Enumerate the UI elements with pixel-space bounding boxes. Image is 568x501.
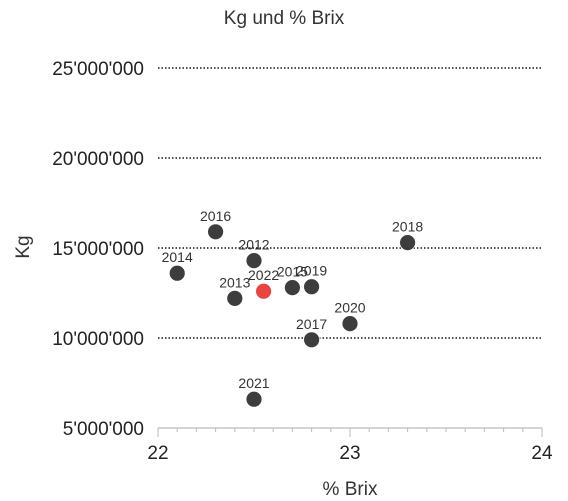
data-label-2020: 2020	[334, 300, 365, 316]
data-point-2019	[303, 278, 321, 296]
tick-labels: 5'000'000 10'000'000 15'000'000 20'000'000 2…	[52, 59, 553, 464]
y-tick-label: 10'000'000	[52, 329, 144, 350]
data-label-2019: 2019	[296, 263, 327, 279]
chart-title: Kg und % Brix	[223, 8, 345, 29]
data-label-2016: 2016	[200, 208, 231, 224]
data-label-2012: 2012	[238, 237, 269, 253]
data-point-2017	[303, 331, 321, 349]
data-label-2021: 2021	[238, 375, 269, 391]
data-point-2018	[399, 234, 417, 252]
x-tick-label: 23	[339, 443, 360, 464]
axes	[157, 427, 543, 437]
y-tick-label: 20'000'000	[52, 149, 144, 170]
data-point-2012	[245, 252, 263, 270]
y-tick-label: 25'000'000	[52, 59, 144, 80]
data-point-2021	[245, 390, 263, 408]
data-points	[168, 223, 417, 408]
y-axis-title: Kg	[13, 235, 34, 259]
data-point-2013	[226, 289, 244, 307]
x-axis-title: % Brix	[322, 479, 378, 500]
y-tick-label: 5'000'000	[63, 419, 144, 440]
data-label-2013: 2013	[219, 274, 250, 290]
data-label-2022: 2022	[248, 267, 279, 283]
x-tick-label: 22	[147, 443, 168, 464]
y-tick-label: 15'000'000	[52, 239, 144, 260]
data-label-2017: 2017	[296, 316, 327, 332]
data-point-2016	[207, 223, 225, 241]
data-point-2014	[168, 264, 186, 282]
grid-lines	[158, 67, 542, 339]
x-tick-label: 24	[531, 443, 553, 464]
point-labels: 2012 2013 2014 2015 2016 2017 2018 2019 2020 2021…	[162, 208, 424, 391]
data-label-2014: 2014	[162, 249, 193, 265]
data-point-2022	[255, 282, 273, 300]
data-point-2015	[283, 279, 301, 297]
data-label-2015: 2015	[277, 264, 308, 280]
data-label-2018: 2018	[392, 219, 423, 235]
data-point-2020	[341, 315, 359, 333]
